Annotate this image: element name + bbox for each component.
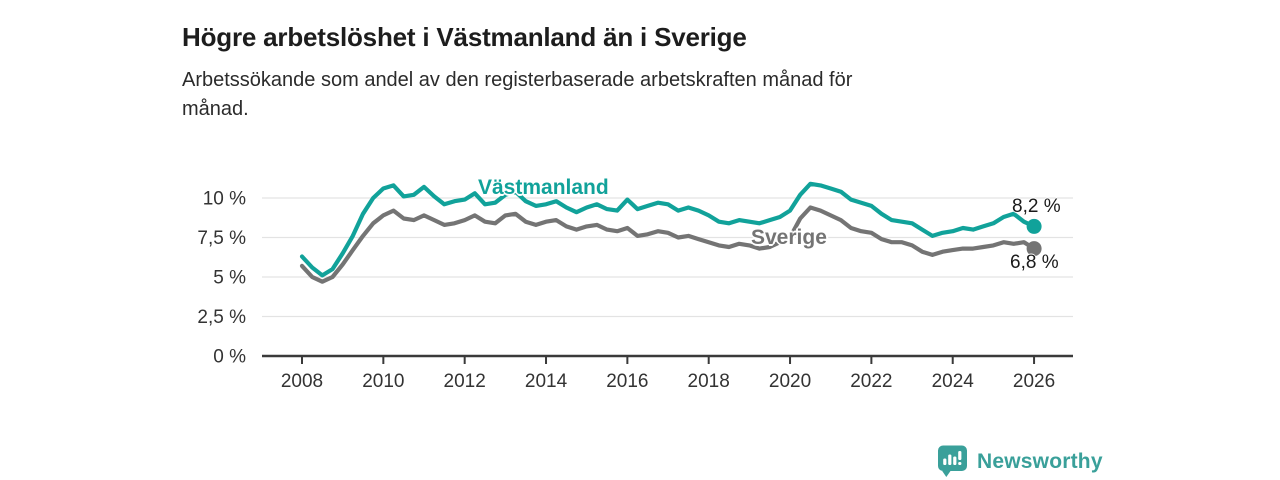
page-subtitle-line1: Arbetssökande som andel av den registerb… <box>182 69 853 91</box>
x-tick-label: 2022 <box>850 371 892 392</box>
newsworthy-logo-text: Newsworthy <box>977 449 1103 473</box>
x-tick-label: 2012 <box>444 371 486 392</box>
logo-exclamation-bar <box>958 451 962 460</box>
logo-bar-small <box>943 458 947 465</box>
logo-bubble-shape <box>938 445 967 477</box>
end-value-label-sverige: 6,8 % <box>1010 252 1059 273</box>
x-tick-label: 2020 <box>769 371 811 392</box>
x-tick-label: 2014 <box>525 371 568 392</box>
series-end-dot-vstmanland <box>1026 218 1042 234</box>
page-subtitle: Arbetssökande som andel av den registerb… <box>182 66 852 124</box>
x-tick-label: 2024 <box>932 371 975 392</box>
x-tick-label: 2010 <box>362 371 404 392</box>
y-tick-label: 5 % <box>213 268 246 289</box>
newsworthy-logo: Newsworthy <box>937 445 1103 478</box>
end-value-label-vastmanland: 8,2 % <box>1012 196 1061 217</box>
logo-bar-tall <box>948 454 952 465</box>
logo-bar-medium <box>953 456 957 465</box>
logo-exclamation-dot <box>958 462 962 465</box>
page-title: Högre arbetslöshet i Västmanland än i Sv… <box>182 22 747 53</box>
x-tick-label: 2026 <box>1013 371 1055 392</box>
x-tick-label: 2008 <box>281 371 323 392</box>
series-label-vastmanland: Västmanland <box>478 176 609 199</box>
series-line-vstmanland <box>299 181 1037 278</box>
page-subtitle-line2: månad. <box>182 98 249 120</box>
series-line-sverige <box>299 205 1037 284</box>
y-tick-label: 10 % <box>203 189 246 210</box>
series-label-sverige: Sverige <box>751 226 827 249</box>
x-tick-label: 2016 <box>606 371 648 392</box>
series-end-dot-sverige <box>1026 241 1042 257</box>
y-tick-label: 7,5 % <box>197 228 246 249</box>
y-tick-label: 0 % <box>213 347 246 368</box>
y-tick-label: 2,5 % <box>197 307 246 328</box>
x-tick-label: 2018 <box>688 371 730 392</box>
newsworthy-logo-icon <box>938 445 967 477</box>
